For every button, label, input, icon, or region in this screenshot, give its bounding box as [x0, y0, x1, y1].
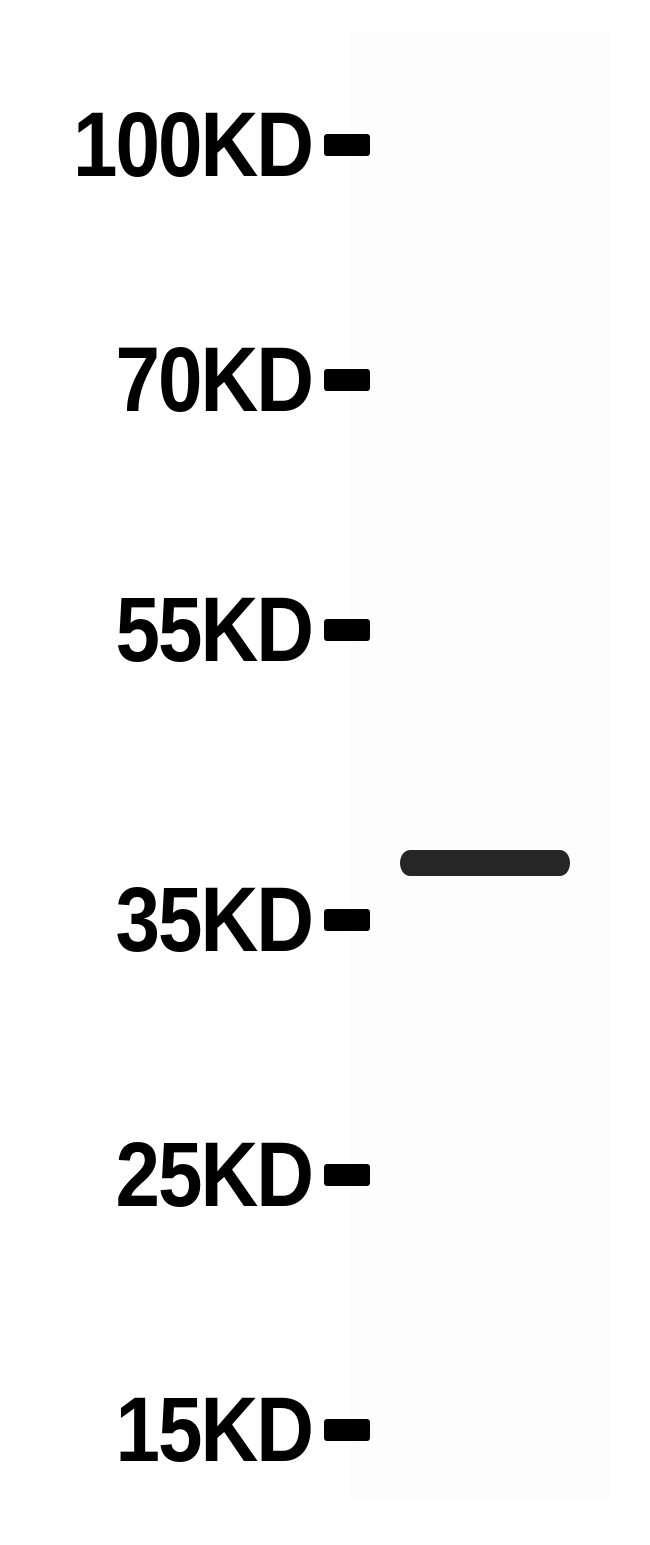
ladder-tick [324, 134, 370, 156]
ladder-label: 35KD [115, 874, 312, 966]
ladder-tick [324, 909, 370, 931]
ladder-label: 55KD [115, 584, 312, 676]
ladder-label: 100KD [73, 99, 312, 191]
ladder-marker: 15KD [0, 1390, 370, 1470]
ladder-tick [324, 619, 370, 641]
ladder-label: 70KD [115, 334, 312, 426]
ladder-marker: 100KD [0, 105, 370, 185]
ladder-tick [324, 369, 370, 391]
protein-band [400, 850, 570, 876]
ladder-label: 15KD [115, 1384, 312, 1476]
ladder-tick [324, 1164, 370, 1186]
ladder-marker: 25KD [0, 1135, 370, 1215]
ladder-marker: 70KD [0, 340, 370, 420]
ladder-marker: 55KD [0, 590, 370, 670]
western-blot: 100KD 70KD 55KD 35KD 25KD 15KD [0, 0, 650, 1545]
ladder-marker: 35KD [0, 880, 370, 960]
sample-lane-background [350, 30, 610, 1500]
ladder-label: 25KD [115, 1129, 312, 1221]
ladder-tick [324, 1419, 370, 1441]
